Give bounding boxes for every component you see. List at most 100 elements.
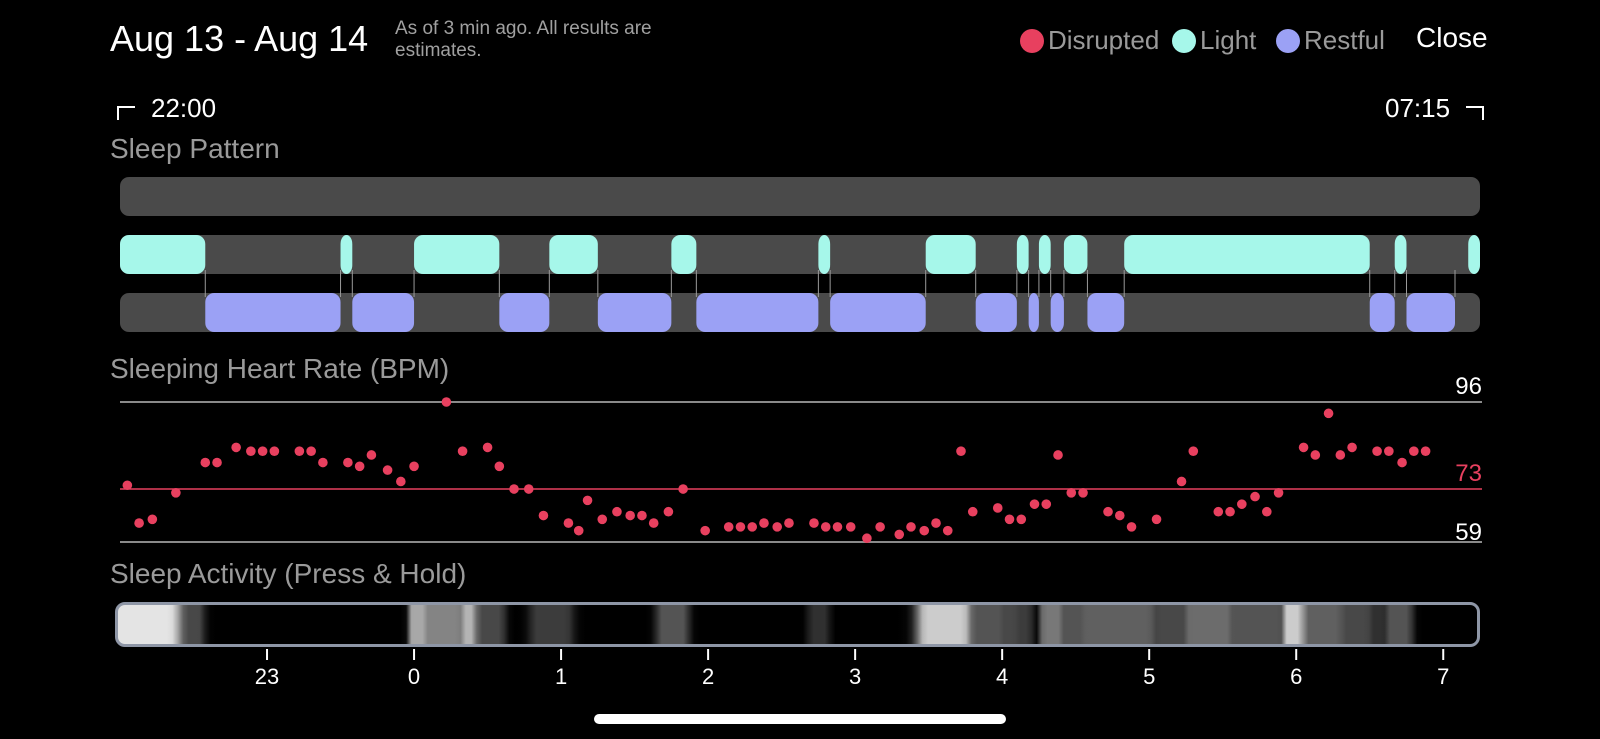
close-button[interactable]: Close <box>1416 22 1488 53</box>
hr-point <box>482 442 493 453</box>
disrupted-track <box>120 177 1480 216</box>
hr-point <box>1310 450 1321 460</box>
hr-point <box>772 522 783 532</box>
hr-point <box>759 518 769 528</box>
legend-light: Light <box>1172 25 1256 56</box>
restful-segment <box>205 293 341 332</box>
home-indicator[interactable] <box>594 714 1006 724</box>
hr-point <box>1176 476 1187 487</box>
light-segment <box>1394 235 1407 274</box>
end-time: 07:15 <box>1385 93 1485 124</box>
light-segment <box>818 235 831 274</box>
legend-restful: Restful <box>1276 25 1385 56</box>
hr-point <box>200 457 211 468</box>
hr-point <box>1237 499 1247 509</box>
hr-point <box>409 461 419 472</box>
hr-point <box>1041 499 1052 509</box>
hr-point <box>931 518 941 528</box>
hr-point <box>582 495 593 506</box>
hr-point <box>396 476 406 487</box>
restful-segment <box>1050 293 1064 332</box>
hr-point <box>956 446 966 456</box>
hr-min-label: 59 <box>1455 519 1482 546</box>
restful-dot-icon <box>1276 28 1300 53</box>
light-segment <box>414 235 500 274</box>
hr-point <box>648 518 659 528</box>
hr-point <box>1225 506 1235 517</box>
estimate-note: As of 3 min ago. All results are estimat… <box>395 18 652 61</box>
hr-point <box>509 484 519 494</box>
pattern-segments <box>120 235 1480 332</box>
hr-points <box>122 397 1431 544</box>
light-segment <box>1016 235 1029 274</box>
hr-point <box>212 457 222 468</box>
sleep-pattern-title: Sleep Pattern <box>110 133 280 164</box>
axis-tick-label: 5 <box>1143 664 1155 689</box>
restful-segment <box>352 293 415 332</box>
hr-point <box>919 525 930 536</box>
hr-point <box>457 446 468 456</box>
hr-point <box>231 442 241 453</box>
hr-point <box>343 457 353 468</box>
sleep-activity-strip[interactable] <box>115 602 1480 647</box>
hr-point <box>1029 499 1040 509</box>
light-segment <box>120 235 206 274</box>
hr-point <box>1188 446 1199 456</box>
hr-point <box>1372 446 1382 456</box>
hr-point <box>1347 442 1357 453</box>
start-time: 22:00 <box>117 93 216 124</box>
hr-avg-label: 73 <box>1455 460 1482 487</box>
hr-point <box>906 522 916 532</box>
restful-segment <box>1369 293 1395 332</box>
end-bracket-icon <box>1466 105 1485 120</box>
hr-point <box>538 510 549 521</box>
heart-rate-chart[interactable]: 96 73 59 <box>120 373 1482 546</box>
hr-point <box>573 525 584 536</box>
hr-point <box>1397 457 1407 468</box>
hr-point <box>700 525 710 536</box>
axis-tick-label: 2 <box>702 664 714 689</box>
light-segment <box>340 235 353 274</box>
date-range-title: Aug 13 - Aug 14 <box>110 18 369 59</box>
hr-point <box>967 506 978 517</box>
hr-point <box>1323 408 1334 419</box>
hr-point <box>269 446 280 456</box>
hr-point <box>862 533 872 544</box>
hr-point <box>1273 488 1284 498</box>
hr-point <box>784 518 794 528</box>
hr-point <box>612 506 622 517</box>
light-segment <box>1468 235 1480 274</box>
hr-point <box>1298 442 1309 453</box>
restful-segment <box>975 293 1017 332</box>
hr-point <box>845 522 856 532</box>
hr-point <box>318 457 328 468</box>
hr-point <box>809 518 819 528</box>
light-segment <box>1063 235 1088 274</box>
hr-point <box>735 522 746 532</box>
hr-point <box>1004 514 1015 525</box>
hr-point <box>820 522 831 532</box>
hr-point <box>1151 514 1162 525</box>
hr-point <box>875 522 885 532</box>
hr-point <box>523 484 534 494</box>
light-segment <box>671 235 697 274</box>
hr-point <box>942 525 953 536</box>
hr-point <box>1053 450 1063 460</box>
heart-rate-title: Sleeping Heart Rate (BPM) <box>110 353 450 384</box>
light-segment <box>549 235 598 274</box>
hr-point <box>1016 514 1027 525</box>
legend-disrupted-label: Disrupted <box>1048 25 1160 55</box>
restful-segment <box>1087 293 1125 332</box>
sleep-pattern-chart[interactable] <box>120 177 1480 332</box>
pattern-connectors <box>204 270 1456 297</box>
hr-max-label: 96 <box>1455 373 1482 400</box>
legend-restful-label: Restful <box>1304 25 1385 55</box>
hr-point <box>637 510 647 521</box>
hr-point <box>171 488 181 498</box>
hr-point <box>1335 450 1346 460</box>
light-segment <box>925 235 976 274</box>
hr-point <box>1078 488 1088 498</box>
light-segment <box>1038 235 1051 274</box>
end-time-label: 07:15 <box>1385 93 1451 123</box>
